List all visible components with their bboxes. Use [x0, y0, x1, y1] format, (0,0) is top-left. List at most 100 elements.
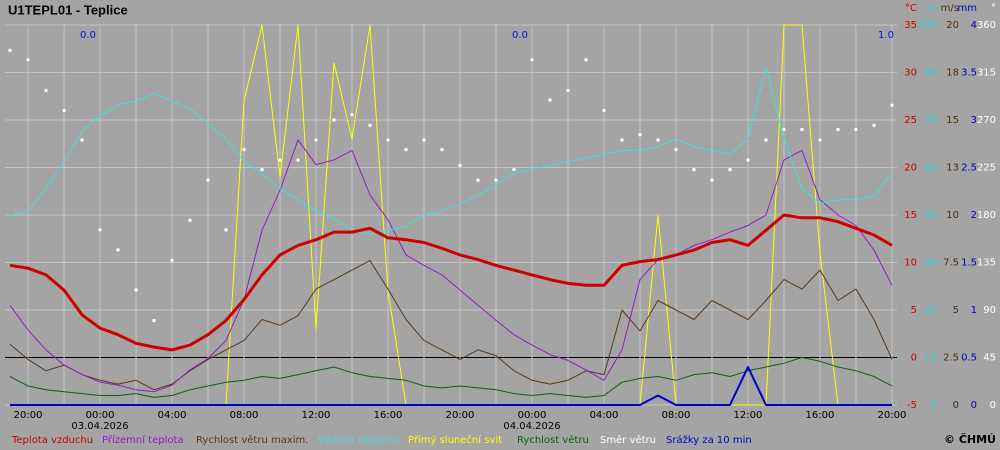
- x-tick-label: 12:00: [302, 410, 331, 421]
- direction-dot: [818, 138, 822, 142]
- axis-unit: mm: [958, 3, 977, 14]
- y-tick-label: 75: [924, 115, 937, 126]
- direction-dot: [296, 158, 300, 162]
- y-tick-label: 2.5: [943, 353, 959, 364]
- y-tick-label: 0: [971, 400, 977, 411]
- direction-dot: [674, 148, 678, 152]
- y-tick-label: -5: [907, 400, 917, 411]
- direction-dot: [548, 98, 552, 102]
- y-tick-label: 2.5: [961, 163, 977, 174]
- legend-entry: Rychlost větru: [517, 434, 589, 446]
- y-tick-label: 25: [904, 115, 917, 126]
- legend-entry: Přízemní teplota: [102, 434, 184, 446]
- direction-dot: [782, 128, 786, 131]
- direction-dot: [512, 168, 516, 172]
- y-tick-label: 20: [946, 20, 959, 31]
- direction-dot: [134, 288, 138, 292]
- direction-dot: [116, 248, 120, 252]
- direction-dot: [152, 319, 156, 323]
- y-tick-label: 20: [904, 163, 917, 174]
- axis-unit: %: [927, 3, 937, 14]
- legend-entry: Teplota vzduchu: [11, 435, 93, 446]
- y-tick-label: 180: [977, 210, 996, 221]
- y-tick-label: 13: [946, 163, 959, 174]
- y-tick-label: 135: [977, 258, 996, 269]
- direction-dot: [638, 133, 642, 137]
- y-tick-label: 15: [946, 115, 959, 126]
- y-tick-label: 10: [904, 258, 917, 269]
- legend-entry: Vlhkost vzduchu: [318, 435, 400, 446]
- y-tick-label: 100: [918, 20, 937, 31]
- y-tick-label: 90: [983, 305, 996, 316]
- date-label: 03.04.2026: [71, 421, 128, 432]
- y-tick-label: 1: [971, 305, 977, 316]
- y-tick-label: 18: [946, 68, 959, 79]
- y-tick-label: 3.5: [961, 68, 977, 79]
- series-line: [9, 260, 893, 391]
- legend-entry: Srážky za 10 min: [666, 434, 752, 446]
- x-tick-label: 20:00: [14, 410, 43, 421]
- y-tick-label: 15: [904, 210, 917, 221]
- y-tick-label: 4: [971, 20, 977, 31]
- y-tick-label: 360: [977, 20, 996, 31]
- direction-dot: [242, 148, 246, 152]
- direction-dot: [98, 228, 102, 232]
- series-line: [10, 366, 892, 406]
- direction-dot: [530, 58, 534, 62]
- legend-entry: Směr větru: [600, 434, 656, 446]
- series-line: [9, 66, 893, 235]
- direction-dot: [692, 168, 696, 172]
- direction-dot: [890, 103, 894, 107]
- y-tick-label: 35: [904, 20, 917, 31]
- direction-dot: [404, 148, 408, 152]
- direction-dot: [602, 109, 606, 112]
- y-tick-label: 0: [953, 400, 959, 411]
- date-label: 04.04.2026: [503, 421, 560, 432]
- direction-dot: [836, 128, 840, 131]
- x-tick-label: 08:00: [662, 410, 691, 421]
- direction-dot: [314, 138, 318, 142]
- direction-dot: [206, 178, 210, 182]
- annotation: 1.0: [878, 30, 894, 41]
- y-tick-label: 45: [983, 353, 996, 364]
- direction-dot: [710, 178, 714, 182]
- direction-dot: [170, 258, 174, 262]
- direction-dot: [188, 218, 192, 222]
- chart-title: U1TEPL01 - Teplice: [8, 2, 128, 17]
- series-line: [9, 213, 893, 352]
- direction-dot: [26, 58, 30, 62]
- y-tick-label: 0: [990, 400, 996, 411]
- series-line: [9, 139, 893, 393]
- y-tick-label: 7.5: [943, 258, 959, 269]
- y-tick-label: 25: [924, 305, 937, 316]
- y-tick-label: 50: [924, 210, 937, 221]
- direction-dot: [44, 88, 48, 92]
- direction-dot: [260, 168, 264, 172]
- legend-entry: Rychlost větru maxim.: [196, 434, 308, 446]
- axis-unit: m/s: [941, 3, 959, 14]
- y-tick-label: 2: [971, 210, 977, 221]
- direction-dot: [800, 128, 804, 131]
- y-tick-label: 88: [924, 68, 937, 79]
- x-tick-label: 00:00: [86, 410, 115, 421]
- y-tick-label: 3: [971, 115, 977, 126]
- direction-dot: [584, 58, 588, 62]
- direction-dot: [746, 158, 750, 162]
- x-tick-label: 00:00: [518, 410, 547, 421]
- y-tick-label: 1.5: [961, 258, 977, 269]
- x-tick-label: 20:00: [878, 410, 907, 421]
- axis-unit: °C: [905, 3, 917, 14]
- axis-unit: °: [991, 3, 996, 14]
- direction-dot: [80, 138, 84, 142]
- y-tick-label: 38: [924, 258, 937, 269]
- annotation: 0.0: [512, 30, 528, 41]
- direction-dot: [656, 138, 660, 142]
- y-tick-label: 5: [953, 305, 959, 316]
- x-tick-label: 04:00: [590, 410, 619, 421]
- direction-dot: [278, 158, 282, 162]
- y-tick-label: 0.5: [961, 353, 977, 364]
- y-tick-label: 0: [911, 353, 917, 364]
- x-tick-label: 16:00: [374, 410, 403, 421]
- y-tick-label: 5: [911, 305, 917, 316]
- annotation: 0.0: [80, 30, 96, 41]
